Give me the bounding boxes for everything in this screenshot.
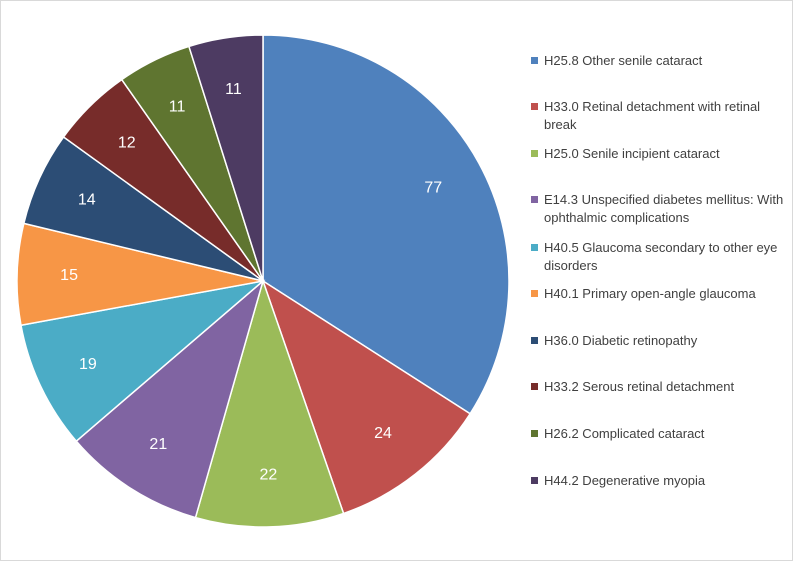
data-label: 77 [424, 179, 442, 196]
legend-label: H26.2 Complicated cataract [544, 426, 705, 441]
data-label: 24 [374, 425, 392, 442]
legend-item: H40.5 Glaucoma secondary to other eye di… [531, 239, 789, 275]
legend-label: H25.0 Senile incipient cataract [544, 146, 720, 161]
legend-label: H33.0 Retinal detachment with retinal br… [544, 99, 761, 132]
legend-swatch [531, 290, 538, 297]
legend-label: H36.0 Diabetic retinopathy [544, 333, 698, 348]
pie-slice [261, 279, 472, 515]
data-label: 22 [259, 466, 277, 483]
legend-item: H40.1 Primary open-angle glaucoma [531, 285, 789, 303]
legend-item: H26.2 Complicated cataract [531, 425, 789, 443]
legend-label: H40.1 Primary open-angle glaucoma [544, 286, 756, 301]
legend-item: H36.0 Diabetic retinopathy [531, 332, 789, 350]
data-label: 19 [79, 356, 97, 373]
legend-label: E14.3 Unspecified diabetes mellitus: Wit… [544, 192, 784, 225]
legend-item: E14.3 Unspecified diabetes mellitus: Wit… [531, 191, 789, 227]
pie-chart: 77 24 22 21 19 15 14 12 11 11 [16, 34, 510, 528]
legend-swatch [531, 57, 538, 64]
pie-slice [262, 34, 510, 415]
legend-swatch [531, 337, 538, 344]
legend-label: H33.2 Serous retinal detachment [544, 379, 735, 394]
pie-slice [20, 279, 266, 443]
data-label: 11 [225, 81, 242, 98]
data-label: 14 [78, 191, 96, 208]
data-label: 21 [149, 436, 167, 453]
legend-swatch [531, 196, 538, 203]
legend-swatch [531, 103, 538, 110]
legend-swatch [531, 150, 538, 157]
legend-swatch [531, 477, 538, 484]
legend-item: H33.2 Serous retinal detachment [531, 378, 789, 396]
legend-label: H25.8 Other senile cataract [544, 53, 703, 68]
legend-item: H44.2 Degenerative myopia [531, 472, 789, 490]
legend-swatch [531, 430, 538, 437]
legend-item: H25.0 Senile incipient cataract [531, 145, 789, 163]
legend-label: H44.2 Degenerative myopia [544, 473, 706, 488]
legend-swatch [531, 244, 538, 251]
pie-slice [75, 278, 265, 519]
pie-slice [194, 278, 345, 528]
legend-item: H33.0 Retinal detachment with retinal br… [531, 98, 789, 134]
legend-swatch [531, 383, 538, 390]
legend: H25.8 Other senile cataract H33.0 Retina… [531, 1, 789, 560]
legend-label: H40.5 Glaucoma secondary to other eye di… [544, 240, 778, 273]
legend-item: H25.8 Other senile cataract [531, 52, 789, 70]
data-label: 11 [169, 99, 186, 116]
pie-slice [187, 34, 264, 282]
data-label: 12 [118, 134, 136, 151]
data-label: 15 [60, 267, 78, 284]
